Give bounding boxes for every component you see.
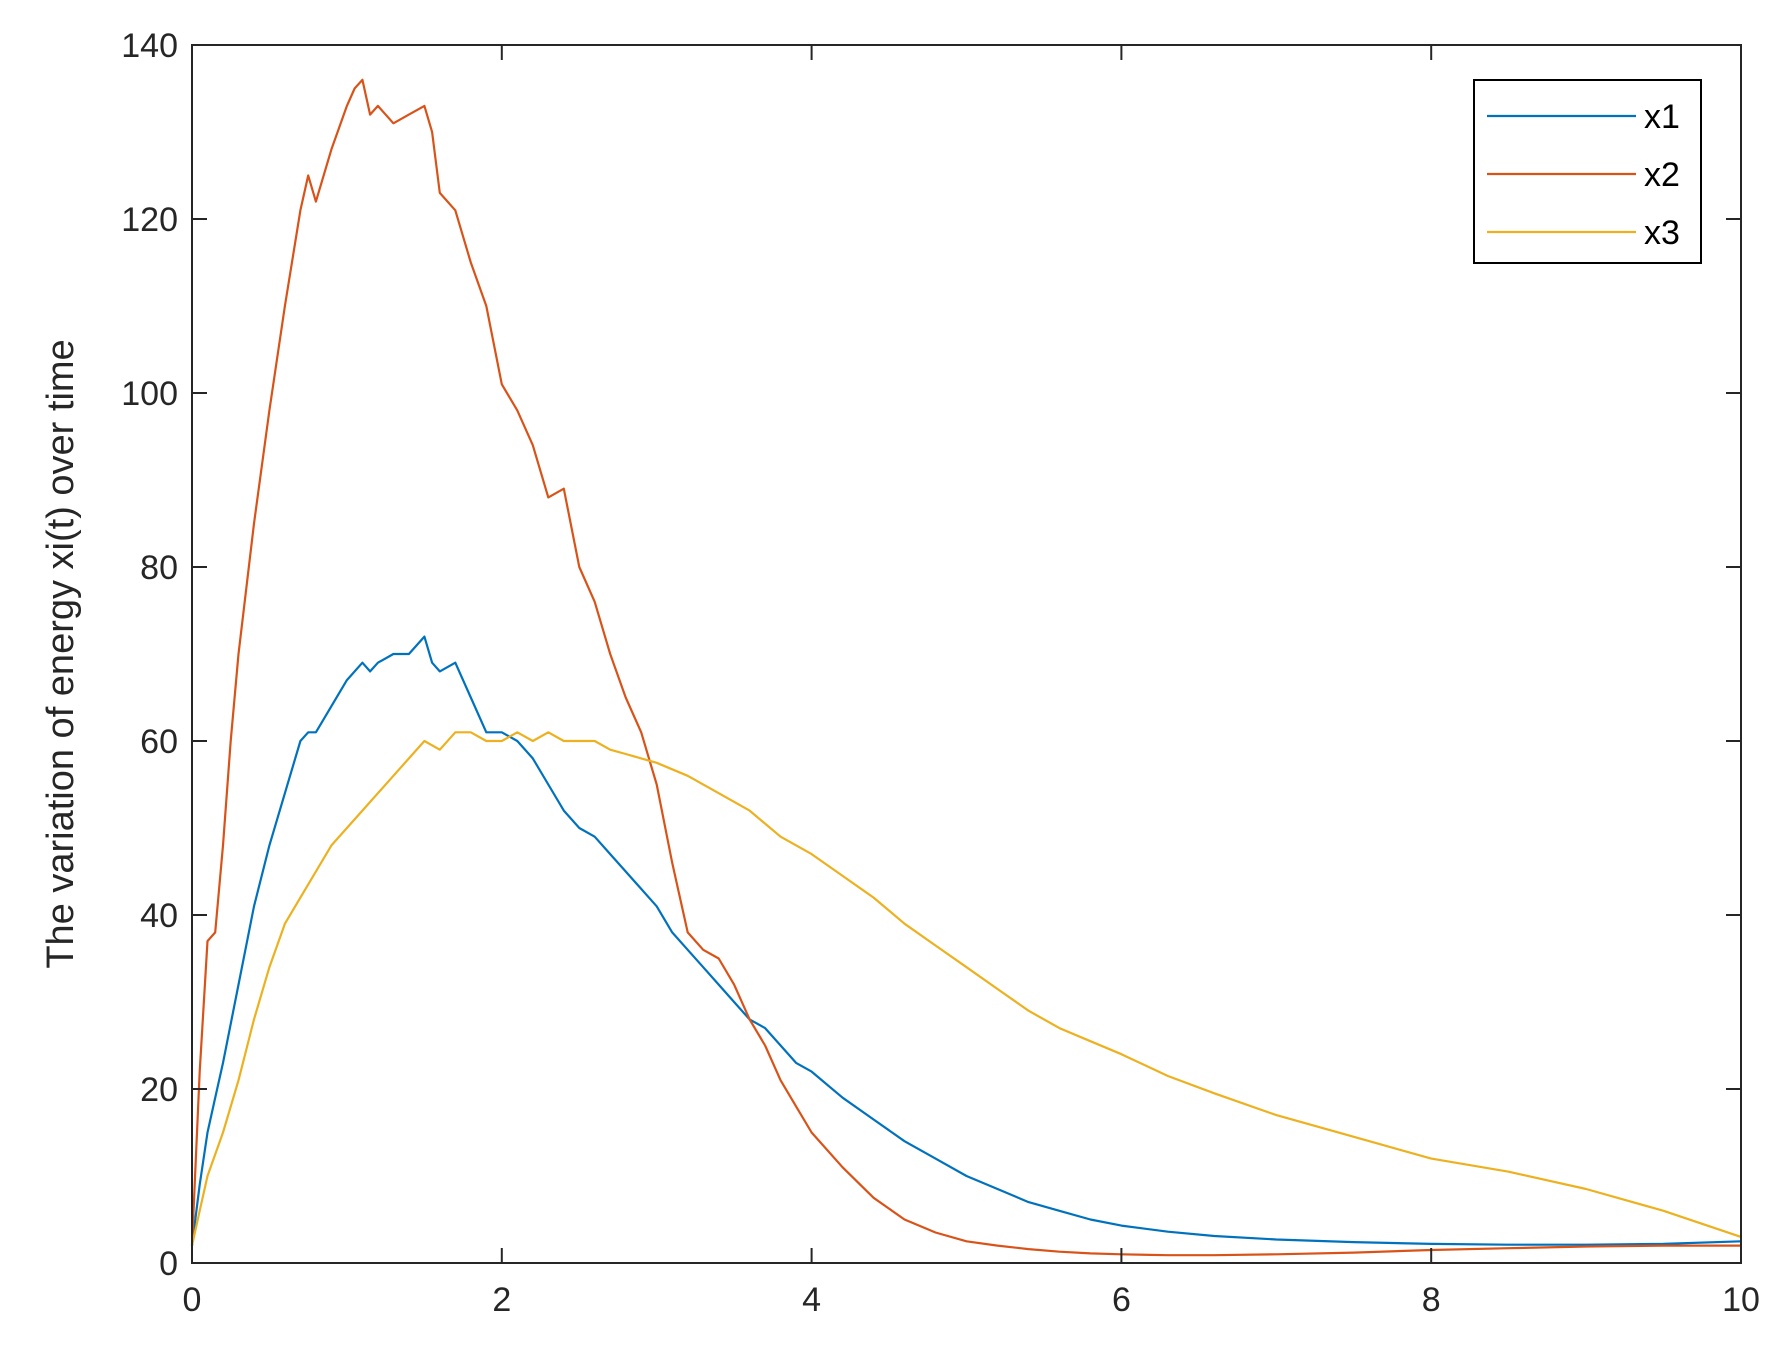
y-tick-label: 20: [140, 1071, 178, 1109]
x-tick-label: 6: [1112, 1281, 1131, 1319]
x-tick-label: 8: [1422, 1281, 1441, 1319]
x-tick-label: 4: [802, 1281, 821, 1319]
y-tick-label: 140: [121, 27, 178, 65]
legend: x1 x2 x3: [1473, 79, 1702, 264]
legend-label-x3: x3: [1644, 214, 1680, 252]
y-axis-label: The variation of energy xi(t) over time: [40, 339, 82, 968]
plot-area-box: [191, 44, 1742, 1264]
x-tick-label: 10: [1722, 1281, 1760, 1319]
legend-label-x2: x2: [1644, 156, 1680, 194]
legend-label-x1: x1: [1644, 98, 1680, 136]
series-line-x1: [190, 635, 1742, 1246]
y-tick-label: 0: [159, 1245, 178, 1283]
series-layer: [190, 78, 1742, 1257]
y-tick-label: 40: [140, 897, 178, 935]
series-line-x2: [190, 78, 1741, 1257]
ticks-layer: [191, 44, 1742, 1264]
y-tick-label: 120: [121, 201, 178, 239]
y-tick-label: 80: [140, 549, 178, 587]
x-tick-label: 0: [183, 1281, 202, 1319]
series-line-x3: [190, 731, 1742, 1246]
y-tick-label: 60: [140, 723, 178, 761]
x-tick-label: 2: [492, 1281, 511, 1319]
y-tick-label: 100: [121, 375, 178, 413]
